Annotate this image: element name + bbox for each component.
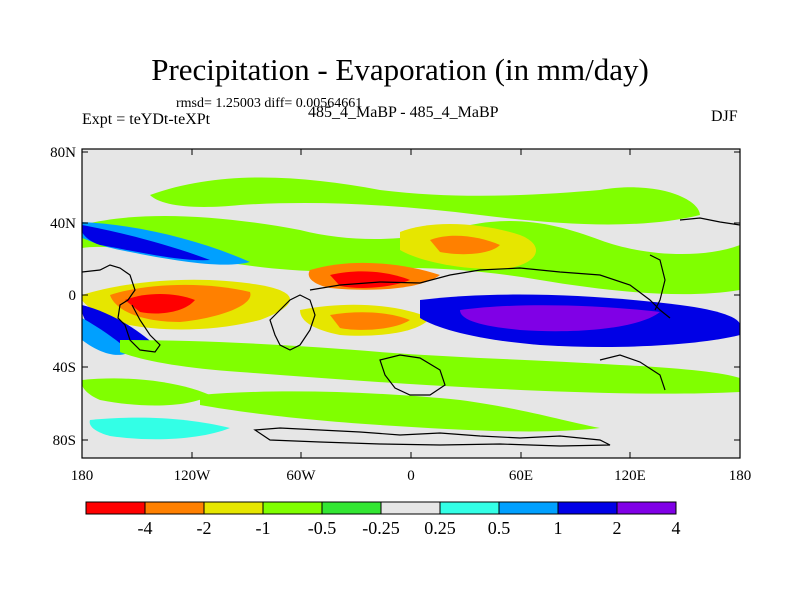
experiment-label: Expt = teYDt-teXPt [82, 111, 211, 128]
colorbar-label: -4 [138, 518, 153, 538]
continent-outline [269, 294, 316, 351]
lon-tick-label: 60W [286, 468, 316, 484]
longitude-axis: 180 120W 60W 0 60E 120E 180 [71, 149, 752, 484]
stats-text: rmsd= 1.25003 diff= 0.00564661 [176, 96, 363, 111]
continent-outline [649, 254, 666, 311]
lon-tick-label: 0 [407, 468, 415, 484]
colorbar-swatch [498, 501, 559, 515]
colorbar-swatch [380, 501, 441, 515]
colorbar-swatch [439, 501, 500, 515]
continent-outline [253, 427, 611, 447]
lat-tick-label: 40N [50, 216, 76, 232]
colorbar-label: 0.25 [424, 518, 456, 538]
continent-outline [82, 264, 161, 353]
contour-band [89, 417, 230, 440]
contour-band [82, 318, 130, 355]
lon-tick-label: 180 [71, 468, 94, 484]
latitude-axis: 80N 40N 0 40S 80S [50, 145, 740, 449]
season-label: DJF [711, 108, 738, 125]
contour-band [120, 340, 740, 394]
contour-band [430, 235, 500, 255]
colorbar-swatch [144, 501, 205, 515]
colorbar: -4 -2 -1 -0.5 -0.25 0.25 0.5 1 2 4 [85, 501, 681, 538]
colorbar-label: 4 [672, 518, 681, 538]
contour-field [82, 149, 740, 458]
continent-outline [599, 354, 666, 391]
coastlines [82, 217, 740, 447]
colorbar-swatch [203, 501, 264, 515]
continent-outline [379, 354, 446, 396]
continent-outline [679, 217, 740, 226]
case-label: 485_4_MaBP - 485_4_MaBP [308, 104, 499, 121]
colorbar-label: -2 [197, 518, 212, 538]
contour-band [330, 312, 410, 330]
lon-tick-label: 120E [614, 468, 646, 484]
lon-tick-label: 120W [174, 468, 212, 484]
colorbar-swatch [321, 501, 382, 515]
contour-band [82, 222, 250, 265]
colorbar-swatch [557, 501, 618, 515]
contour-band [82, 378, 210, 406]
lat-tick-label: 40S [53, 360, 76, 376]
contour-band [200, 391, 600, 432]
contour-band [460, 305, 660, 332]
colorbar-label: -1 [256, 518, 271, 538]
contour-band [150, 177, 700, 225]
lat-tick-label: 80N [50, 145, 76, 161]
colorbar-swatch [616, 501, 677, 515]
lon-tick-label: 60E [509, 468, 533, 484]
lat-tick-label: 80S [53, 433, 76, 449]
continent-outline [309, 267, 671, 319]
plot-title: Precipitation - Evaporation (in mm/day) [151, 52, 649, 87]
colorbar-label: 2 [613, 518, 622, 538]
lon-tick-label: 180 [729, 468, 752, 484]
contour-band [82, 225, 210, 261]
colorbar-swatch [262, 501, 323, 515]
colorbar-label: -0.25 [362, 518, 400, 538]
colorbar-label: 0.5 [488, 518, 511, 538]
colorbar-label: 1 [554, 518, 563, 538]
contour-band [125, 294, 195, 314]
colorbar-label: -0.5 [308, 518, 337, 538]
colorbar-swatch [85, 501, 146, 515]
lat-tick-label: 0 [69, 288, 77, 304]
